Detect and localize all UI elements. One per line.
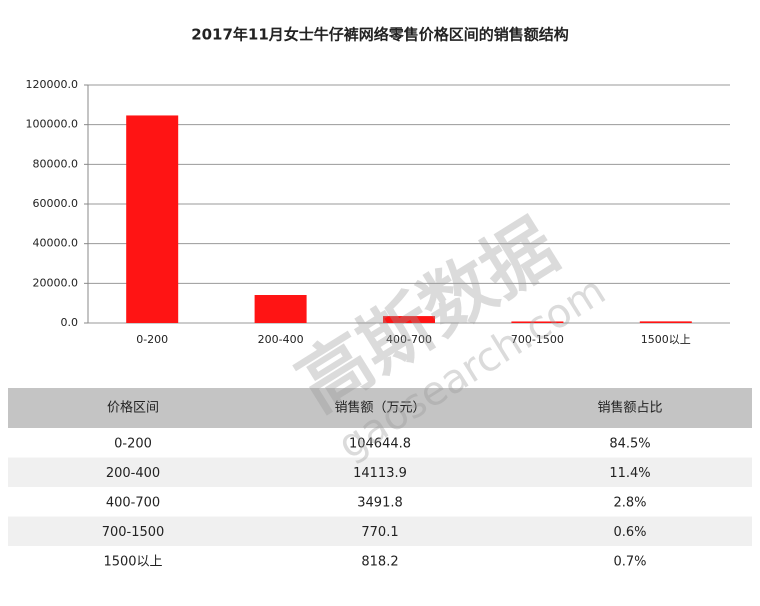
bar bbox=[639, 321, 692, 323]
table-row-bg bbox=[8, 487, 752, 517]
bar bbox=[383, 316, 435, 323]
table-header-cell: 价格区间 bbox=[107, 400, 159, 416]
table-header-cell: 销售额占比 bbox=[597, 400, 662, 416]
y-tick-label: 100000.0 bbox=[26, 118, 79, 131]
table-cell: 84.5% bbox=[609, 436, 650, 451]
bar bbox=[511, 321, 564, 323]
table-header-cell: 销售额（万元） bbox=[334, 400, 425, 416]
table-cell: 0.7% bbox=[613, 554, 646, 569]
chart-title: 2017年11月女士牛仔裤网络零售价格区间的销售额结构 bbox=[191, 26, 569, 44]
table-row-bg bbox=[8, 516, 752, 546]
table-cell: 770.1 bbox=[361, 525, 398, 540]
table-cell: 0.6% bbox=[613, 525, 646, 540]
x-tick-label: 1500以上 bbox=[641, 333, 691, 346]
x-tick-label: 700-1500 bbox=[511, 333, 564, 346]
y-tick-label: 60000.0 bbox=[33, 197, 79, 210]
table-cell: 0-200 bbox=[114, 436, 152, 451]
table-cell: 200-400 bbox=[106, 466, 160, 481]
bar bbox=[254, 295, 307, 323]
table-row-bg bbox=[8, 457, 752, 487]
x-tick-label: 0-200 bbox=[136, 333, 168, 346]
table-cell: 2.8% bbox=[613, 495, 646, 510]
y-tick-label: 80000.0 bbox=[33, 157, 79, 170]
y-tick-label: 20000.0 bbox=[33, 276, 79, 289]
table-cell: 818.2 bbox=[361, 554, 398, 569]
y-tick-label: 40000.0 bbox=[33, 237, 79, 250]
table-row-bg bbox=[8, 428, 752, 458]
y-tick-label: 120000.0 bbox=[26, 78, 79, 91]
x-tick-label: 200-400 bbox=[258, 333, 304, 346]
table-cell: 14113.9 bbox=[353, 466, 407, 481]
table-cell: 700-1500 bbox=[102, 525, 165, 540]
table-cell: 104644.8 bbox=[349, 436, 411, 451]
table-cell: 1500以上 bbox=[103, 554, 162, 569]
table-cell: 11.4% bbox=[609, 466, 650, 481]
table-cell: 400-700 bbox=[106, 495, 160, 510]
bar bbox=[126, 115, 179, 323]
table-cell: 3491.8 bbox=[357, 495, 403, 510]
y-tick-label: 0.0 bbox=[61, 316, 79, 329]
table-row-bg bbox=[8, 546, 752, 576]
table-header-bg bbox=[8, 388, 752, 428]
x-tick-label: 400-700 bbox=[386, 333, 432, 346]
